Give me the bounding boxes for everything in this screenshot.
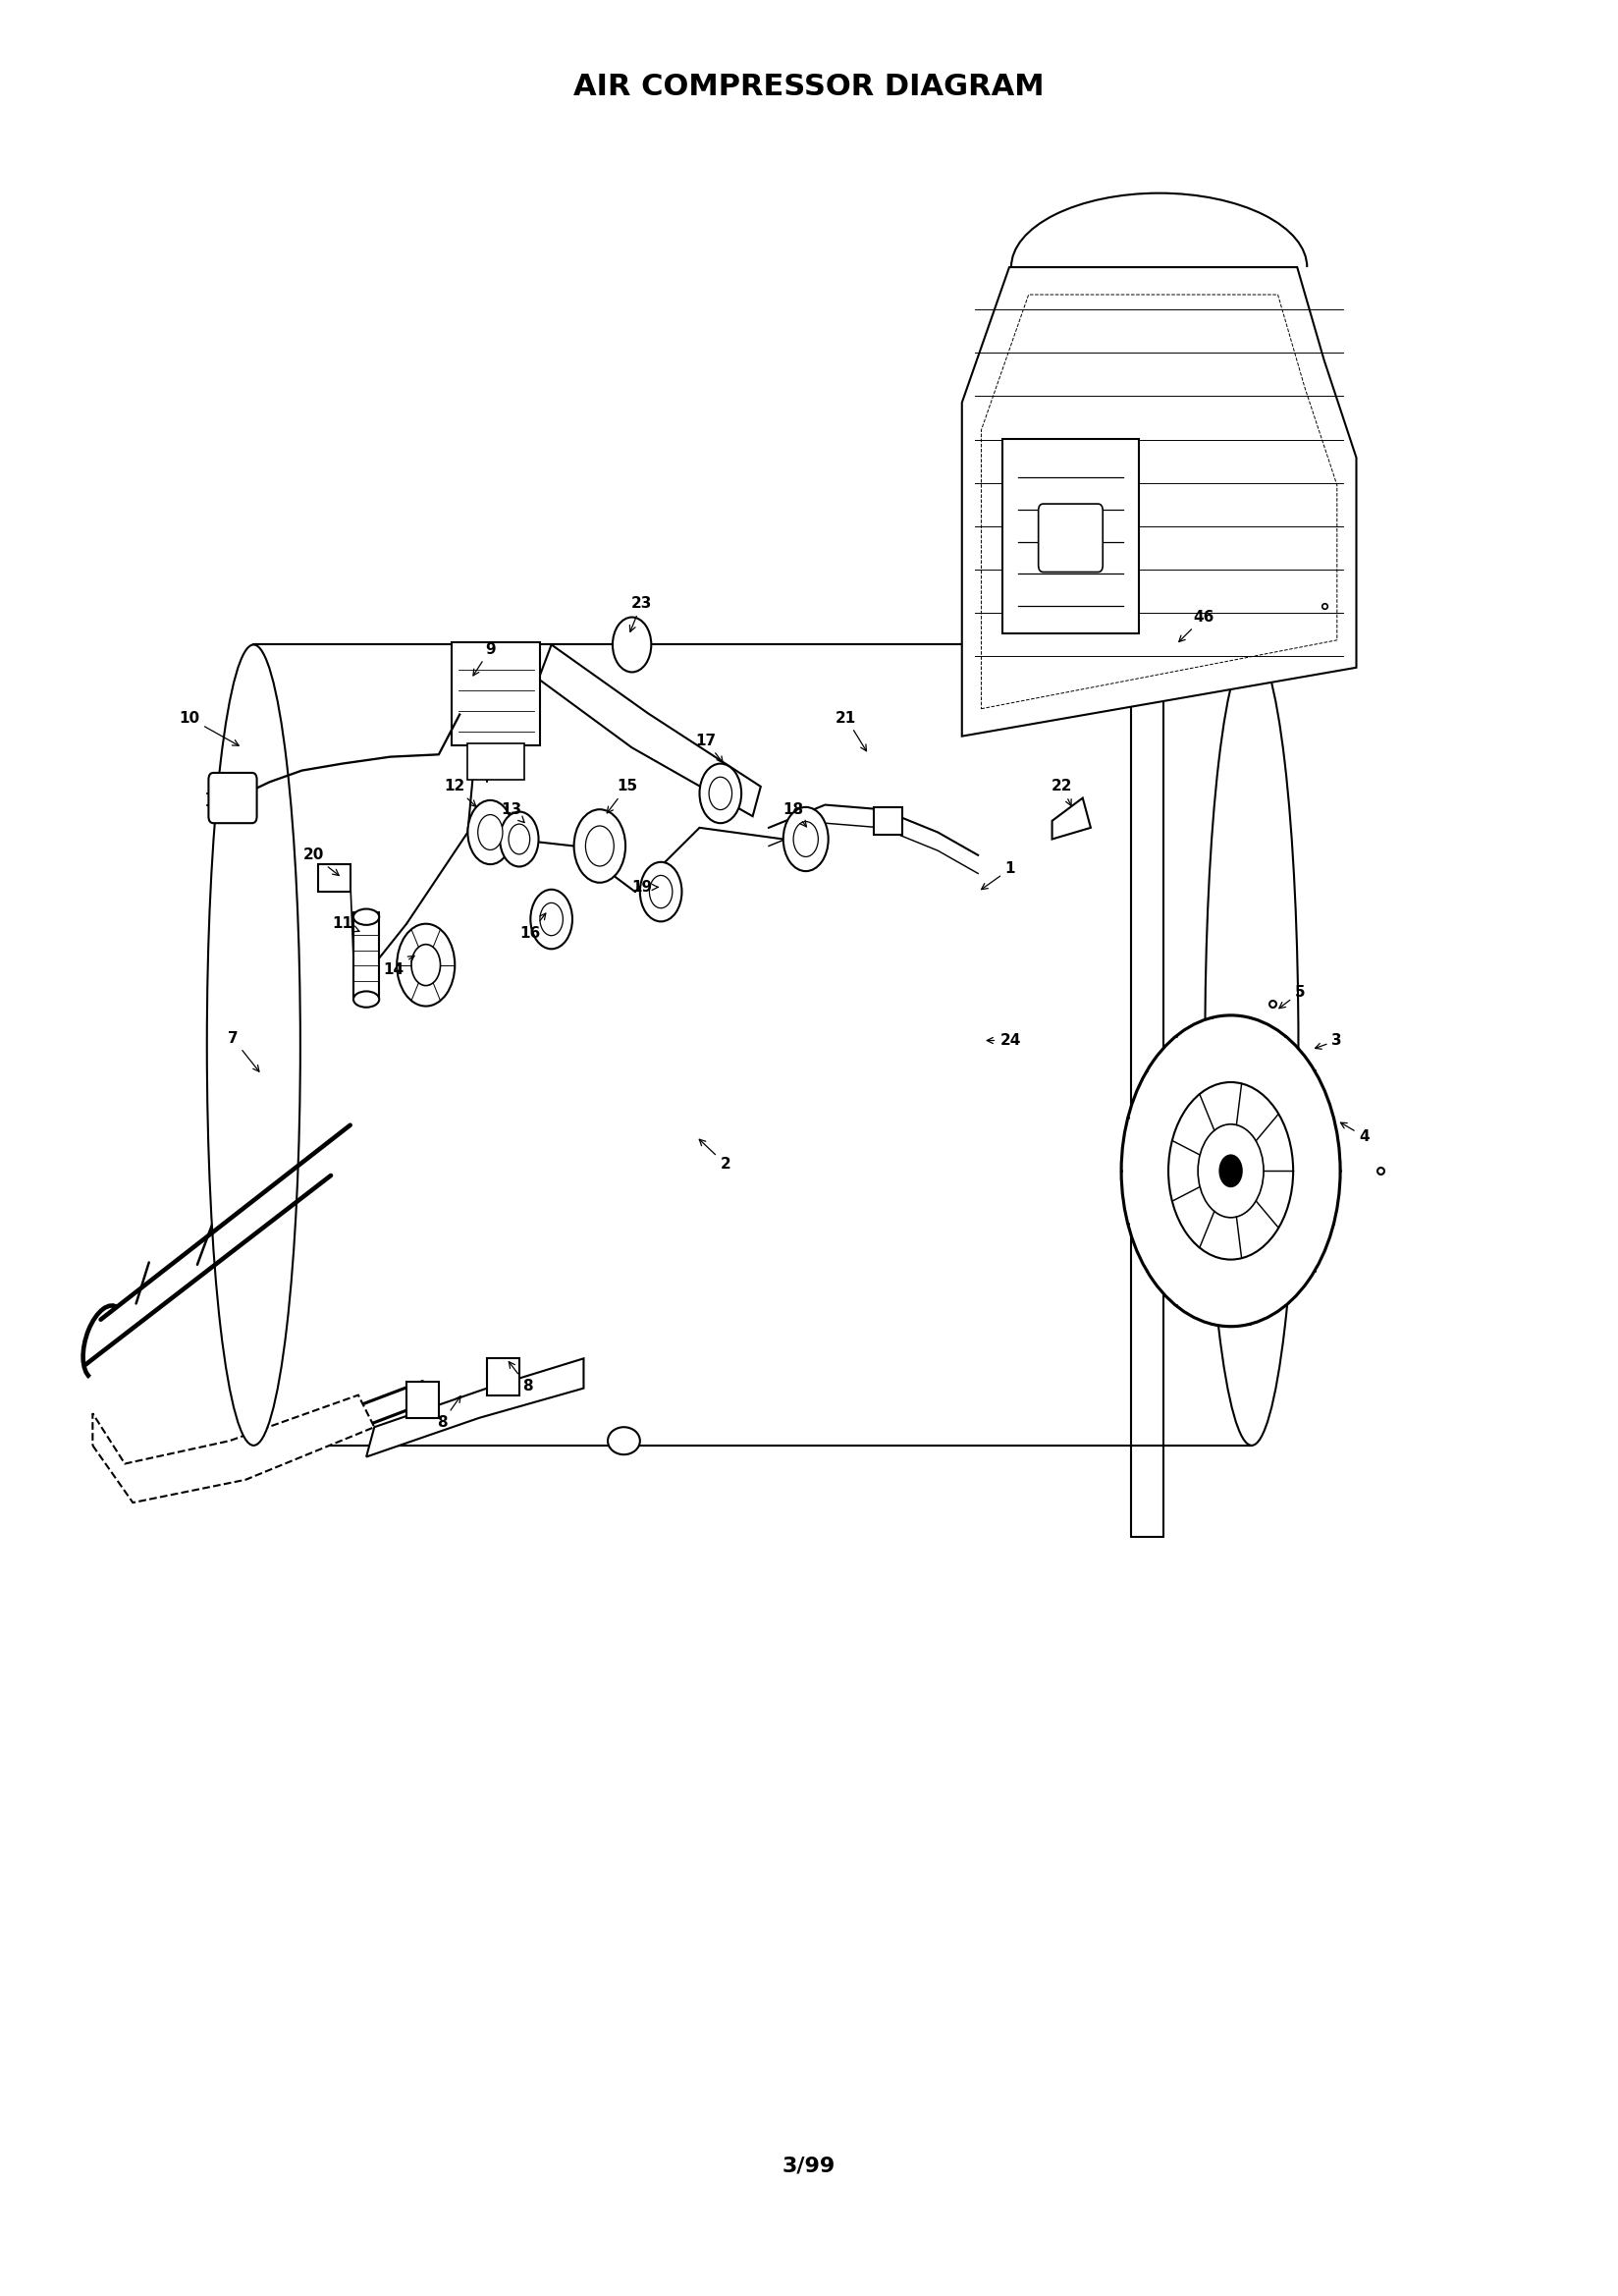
- Text: 14: 14: [383, 955, 414, 976]
- Polygon shape: [539, 645, 760, 817]
- Circle shape: [1168, 1081, 1293, 1261]
- Circle shape: [411, 944, 440, 985]
- Text: 17: 17: [696, 732, 723, 762]
- Polygon shape: [1052, 799, 1091, 838]
- FancyBboxPatch shape: [468, 744, 524, 781]
- Ellipse shape: [608, 1428, 641, 1456]
- Circle shape: [396, 923, 455, 1006]
- Text: 24: 24: [987, 1033, 1021, 1047]
- FancyBboxPatch shape: [451, 643, 540, 746]
- Ellipse shape: [207, 645, 301, 1446]
- FancyBboxPatch shape: [353, 912, 379, 999]
- Circle shape: [793, 822, 819, 856]
- Circle shape: [613, 618, 650, 673]
- Circle shape: [1220, 1155, 1241, 1187]
- Text: 23: 23: [629, 597, 652, 631]
- Circle shape: [540, 902, 563, 934]
- Circle shape: [1121, 1015, 1340, 1327]
- Polygon shape: [963, 266, 1356, 737]
- Text: AIR COMPRESSOR DIAGRAM: AIR COMPRESSOR DIAGRAM: [573, 73, 1045, 101]
- Text: 9: 9: [472, 643, 495, 675]
- Text: 4: 4: [1341, 1123, 1369, 1143]
- Text: 7: 7: [228, 1031, 259, 1072]
- Text: 1: 1: [982, 861, 1016, 889]
- Text: 19: 19: [631, 879, 659, 895]
- Circle shape: [531, 889, 573, 948]
- Ellipse shape: [1205, 645, 1298, 1446]
- Circle shape: [709, 776, 731, 810]
- Text: 8: 8: [437, 1396, 461, 1430]
- Text: 16: 16: [519, 914, 545, 941]
- Circle shape: [586, 827, 613, 866]
- Text: 46: 46: [1180, 611, 1214, 643]
- Circle shape: [1197, 1125, 1264, 1217]
- Circle shape: [574, 810, 626, 882]
- FancyBboxPatch shape: [874, 808, 903, 833]
- Polygon shape: [366, 1359, 584, 1458]
- Circle shape: [783, 808, 828, 870]
- Circle shape: [508, 824, 529, 854]
- FancyBboxPatch shape: [1039, 503, 1103, 572]
- Text: 21: 21: [835, 709, 866, 751]
- FancyBboxPatch shape: [319, 863, 349, 891]
- Text: 5: 5: [1280, 985, 1306, 1008]
- FancyBboxPatch shape: [487, 1359, 519, 1396]
- Circle shape: [477, 815, 503, 850]
- FancyBboxPatch shape: [254, 645, 1252, 1446]
- Circle shape: [468, 801, 513, 863]
- Text: 13: 13: [502, 801, 524, 822]
- Text: 3/99: 3/99: [783, 2156, 835, 2177]
- Circle shape: [699, 765, 741, 824]
- FancyBboxPatch shape: [209, 774, 257, 824]
- Text: 18: 18: [783, 801, 806, 827]
- Ellipse shape: [353, 909, 379, 925]
- Text: 3: 3: [1315, 1033, 1343, 1049]
- Text: 10: 10: [180, 709, 239, 746]
- Text: 12: 12: [445, 778, 476, 806]
- Text: 2: 2: [699, 1139, 731, 1171]
- Text: 15: 15: [607, 778, 637, 813]
- Text: 20: 20: [303, 847, 338, 875]
- Circle shape: [649, 875, 673, 909]
- Text: 11: 11: [332, 916, 359, 932]
- Text: 22: 22: [1052, 778, 1073, 806]
- Circle shape: [500, 813, 539, 866]
- Circle shape: [641, 861, 681, 921]
- Text: 8: 8: [508, 1362, 532, 1394]
- FancyBboxPatch shape: [1002, 439, 1139, 634]
- Polygon shape: [92, 1396, 374, 1502]
- Ellipse shape: [353, 992, 379, 1008]
- FancyBboxPatch shape: [406, 1382, 438, 1419]
